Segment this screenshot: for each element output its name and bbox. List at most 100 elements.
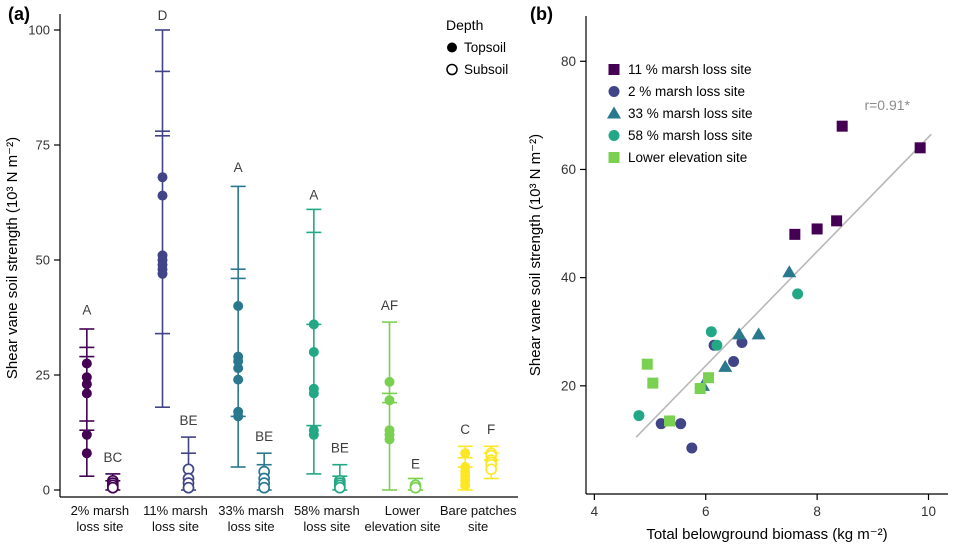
data-point (792, 288, 804, 300)
data-point (647, 377, 659, 389)
topsoil-point (157, 190, 168, 201)
topsoil-point (384, 376, 395, 387)
topsoil-point (308, 388, 319, 399)
topsoil-point (384, 434, 395, 445)
data-point (675, 418, 687, 430)
data-point (718, 359, 733, 372)
data-point (664, 415, 676, 427)
data-point (914, 142, 926, 154)
x-category-label: Bare patches (440, 503, 517, 518)
correlation-annotation: r=0.91* (864, 97, 910, 113)
x-category-label: site (468, 519, 488, 534)
significance-letter: E (411, 457, 420, 472)
x-tick-label: 8 (813, 504, 821, 519)
y-axis-label: Shear vane soil strength (10³ N m⁻²) (527, 134, 544, 376)
significance-letter: D (158, 8, 168, 23)
y-tick-label: 25 (36, 368, 50, 383)
topsoil-point (308, 319, 319, 330)
topsoil-point (460, 480, 471, 491)
topsoil-point (81, 379, 92, 390)
data-point (751, 327, 766, 340)
significance-letter: AF (381, 298, 398, 313)
x-category-label: 58% marsh (294, 503, 360, 518)
topsoil-point (81, 448, 92, 459)
y-tick-label: 75 (36, 138, 50, 153)
legend-label: Lower elevation site (628, 150, 747, 165)
legend-label: 11 % marsh loss site (628, 62, 752, 77)
topsoil-point (233, 301, 244, 311)
topsoil-legend-icon (447, 42, 457, 53)
data-point (705, 326, 717, 338)
data-point (782, 265, 797, 278)
panel-b-tag: (b) (530, 4, 553, 24)
y-axis-label: Shear vane soil strength (10³ N m⁻²) (4, 137, 21, 379)
significance-letter: A (82, 303, 91, 318)
significance-letter: BE (255, 429, 273, 444)
x-tick-label: 4 (591, 504, 599, 519)
subsoil-point (258, 481, 271, 494)
significance-letter: BC (103, 450, 122, 465)
y-tick-label: 0 (43, 483, 50, 498)
data-point (694, 383, 706, 395)
x-category-label: loss site (228, 519, 275, 534)
topsoil-point (384, 395, 395, 406)
legend-swatch (608, 130, 620, 141)
panel-a-chart: 0 25 50 75 100 Shear vane soil strength (10³ … (4, 8, 518, 534)
subsoil-legend-icon (446, 63, 458, 76)
topsoil-point (233, 411, 244, 422)
y-tick-label: 20 (561, 378, 576, 393)
y-tick-label: 80 (561, 54, 576, 69)
subsoil-point (106, 481, 119, 494)
data-point (732, 327, 747, 340)
data-point (789, 228, 801, 240)
subsoil-point (182, 481, 195, 494)
topsoil-point (460, 448, 471, 459)
x-category-label: 33% marsh (218, 503, 284, 518)
x-tick-label: 6 (702, 504, 710, 519)
significance-letter: F (487, 422, 495, 437)
x-category-label: 2% marsh (71, 503, 130, 518)
legend-label: 33 % marsh loss site (628, 106, 753, 121)
topsoil-point (157, 172, 168, 183)
data-point (686, 442, 698, 454)
panel-b-chart: 4 6 8 10 20 40 60 80 Total belowground biomass (… (527, 16, 948, 543)
x-category-label: 11% marsh (143, 503, 208, 518)
y-tick-label: 100 (28, 23, 50, 38)
legend-swatch (608, 64, 620, 75)
topsoil-point (81, 358, 92, 369)
data-point (655, 418, 667, 430)
topsoil-point (81, 388, 92, 399)
topsoil-point (233, 374, 244, 385)
panel-a: (a) 0 25 50 75 100 Shear vane soil strength (… (4, 4, 518, 534)
panel-b: (b) 4 6 8 10 20 40 60 80 Total belowground bioma… (522, 0, 960, 552)
y-tick-label: 40 (561, 270, 576, 285)
data-point (711, 339, 723, 351)
y-tick-label: 60 (561, 162, 576, 177)
trend-line (635, 133, 932, 438)
x-tick-label: 10 (921, 504, 936, 519)
topsoil-point (81, 372, 92, 383)
topsoil-point (81, 429, 92, 440)
topsoil-point (308, 429, 319, 440)
legend-label: 2 % marsh loss site (628, 84, 745, 99)
significance-letter: BE (179, 413, 197, 428)
data-point (736, 337, 748, 349)
x-category-label: loss site (152, 519, 199, 534)
x-category-label: loss site (303, 519, 350, 534)
legend-label: Topsoil (464, 40, 506, 55)
subsoil-point (333, 481, 346, 494)
x-category-label: Lower (385, 503, 421, 518)
data-point (831, 215, 843, 227)
legend-label: Subsoil (464, 62, 508, 77)
data-point (811, 223, 823, 235)
legend-label: 58 % marsh loss site (628, 128, 753, 143)
x-category-label: elevation site (365, 519, 441, 534)
data-point (703, 372, 715, 384)
data-point (641, 358, 653, 370)
legend-swatch (608, 86, 620, 97)
data-point (633, 410, 645, 422)
x-category-label: loss site (76, 519, 123, 534)
data-point (836, 120, 848, 132)
topsoil-point (157, 268, 168, 279)
